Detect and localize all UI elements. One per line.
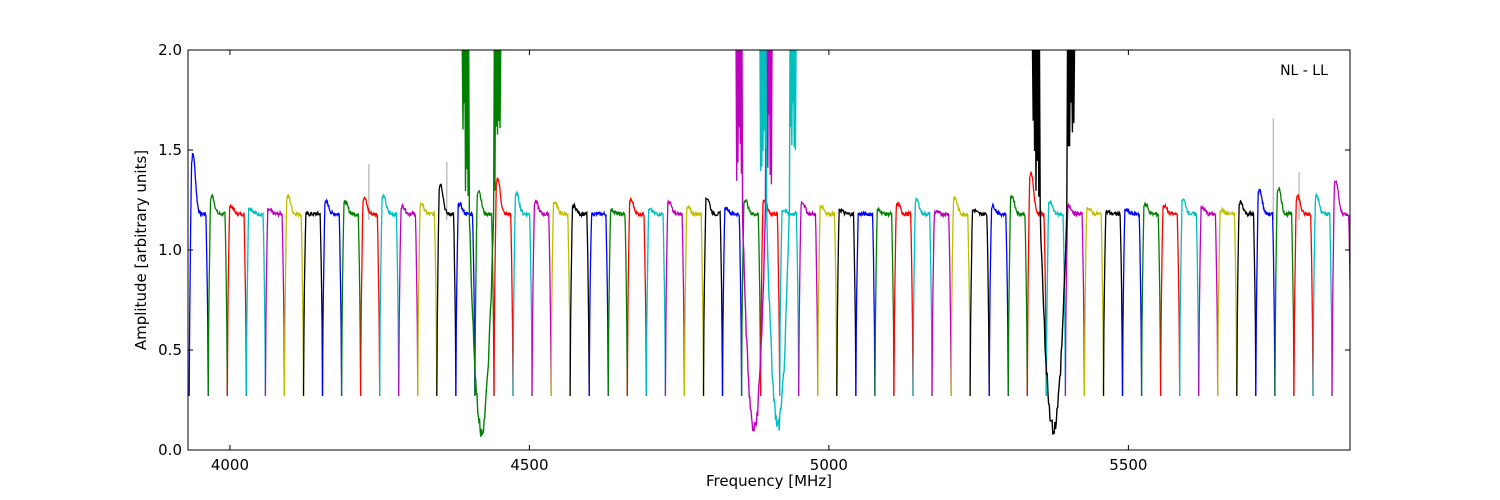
subband-line xyxy=(1179,198,1200,397)
rfi-segment-line xyxy=(735,50,773,432)
subband-line xyxy=(1159,202,1181,397)
subband-line xyxy=(817,204,838,397)
subband-line xyxy=(798,200,819,397)
subband-line xyxy=(1083,207,1105,397)
subband-line xyxy=(531,199,552,397)
subband-line xyxy=(245,207,267,397)
subband-line xyxy=(607,208,628,397)
y-tick-label: 1.5 xyxy=(158,141,182,159)
subband-line xyxy=(1312,192,1333,397)
subband-line xyxy=(550,201,571,397)
subband-line xyxy=(474,189,495,397)
subband-line xyxy=(626,197,647,397)
y-tick-label: 1.0 xyxy=(158,241,182,259)
subband-line xyxy=(1026,171,1047,397)
x-tick-label: 5500 xyxy=(1109,456,1147,474)
y-axis-label: Amplitude [arbitrary units] xyxy=(132,150,150,350)
x-tick-label: 4500 xyxy=(510,456,548,474)
x-axis-label: Frequency [MHz] xyxy=(706,472,832,490)
subband-line xyxy=(1102,209,1124,397)
subband-line xyxy=(912,197,933,397)
subband-line xyxy=(417,201,438,397)
y-tick-label: 0.0 xyxy=(158,441,182,459)
subband-line xyxy=(1007,194,1028,397)
rfi-segment-line xyxy=(461,50,502,437)
subband-line xyxy=(740,198,762,397)
subband-line xyxy=(683,203,705,397)
subband-line xyxy=(1255,188,1276,397)
subband-line xyxy=(283,194,305,397)
subband-line xyxy=(893,200,914,397)
subband-line xyxy=(207,193,228,397)
subband-line xyxy=(379,193,400,397)
subband-line xyxy=(1140,201,1162,397)
subband-line xyxy=(226,204,247,397)
subband-line xyxy=(512,189,533,397)
y-tick-label: 0.5 xyxy=(158,341,182,359)
subband-line xyxy=(359,196,381,397)
subband-line xyxy=(264,207,286,397)
subband-line xyxy=(1121,208,1143,397)
rfi-segment-line xyxy=(1031,50,1076,435)
subband-line xyxy=(588,210,609,397)
subband-line xyxy=(455,201,476,397)
y-tick-label: 2.0 xyxy=(158,41,182,59)
subband-line xyxy=(436,183,457,397)
rfi-segment-line xyxy=(759,50,797,431)
subband-line xyxy=(321,198,343,397)
subband-line xyxy=(1236,199,1257,397)
subband-line xyxy=(398,203,419,397)
subband-line xyxy=(188,152,209,397)
subband-line xyxy=(950,196,971,397)
x-tick-label: 5000 xyxy=(810,456,848,474)
subband-line xyxy=(645,207,667,397)
series-layer xyxy=(188,50,1350,437)
subband-line xyxy=(664,199,686,397)
subband-line xyxy=(855,210,876,397)
subband-line xyxy=(1217,206,1238,397)
subband-line xyxy=(1064,202,1086,397)
subband-line xyxy=(969,208,990,397)
subband-line xyxy=(988,202,1009,397)
subband-line xyxy=(836,207,857,397)
subband-line xyxy=(759,199,781,397)
subband-line xyxy=(1045,200,1067,397)
subband-line xyxy=(569,201,590,397)
subband-line xyxy=(1274,187,1295,397)
subband-line xyxy=(1293,193,1314,397)
x-tick-label: 4000 xyxy=(211,456,249,474)
plot-annotation: NL - LL xyxy=(1280,63,1328,79)
tick-layer: 4000 4500 5000 5500 0.0 0.5 1.0 1.5 2.0 xyxy=(158,41,1350,474)
subband-line xyxy=(931,209,952,397)
subband-line xyxy=(493,177,514,397)
subband-line xyxy=(874,206,895,397)
subband-line xyxy=(340,199,362,397)
subband-line xyxy=(702,196,724,397)
subband-line xyxy=(1331,180,1350,397)
subband-line xyxy=(1198,204,1219,397)
subband-line xyxy=(721,206,743,397)
subband-line xyxy=(302,210,324,397)
